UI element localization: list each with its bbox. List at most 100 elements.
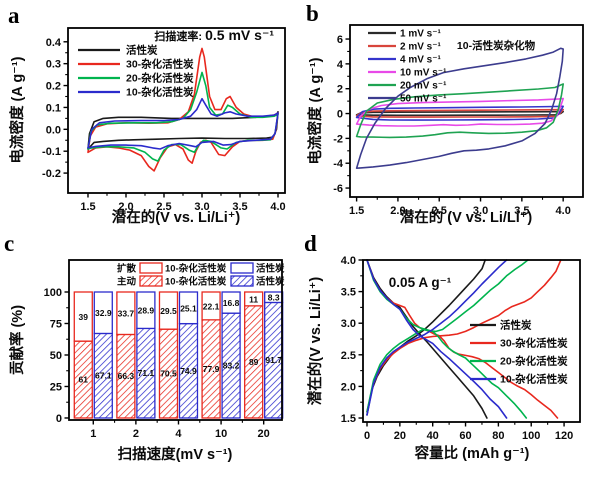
svg-text:120: 120	[555, 430, 573, 442]
panel-b: 1.5 2.0 2.5 3.0 3.5 4.0 -6 -4 -2 0 2 4 6 潜在的 (V vs. L…	[300, 0, 600, 230]
svg-text:活性炭: 活性炭	[126, 44, 158, 57]
svg-text:100: 100	[44, 287, 62, 299]
svg-text:扩散: 扩散	[117, 263, 137, 275]
svg-text:扫描速度(mV s⁻¹): 扫描速度(mV s⁻¹)	[118, 445, 233, 463]
svg-text:4: 4	[337, 59, 344, 71]
svg-text:77.9: 77.9	[203, 364, 220, 374]
panel-c-label: c	[4, 231, 15, 256]
svg-text:容量比 (mAh g⁻¹): 容量比 (mAh g⁻¹)	[414, 444, 530, 462]
svg-text:30-杂化活性炭: 30-杂化活性炭	[126, 58, 194, 71]
svg-text:2.0: 2.0	[390, 205, 405, 217]
svg-text:0.1: 0.1	[46, 102, 61, 114]
svg-text:0.0: 0.0	[46, 124, 61, 136]
svg-text:-2: -2	[333, 133, 343, 145]
svg-text:活性炭: 活性炭	[500, 319, 532, 332]
svg-text:贡献率 (%): 贡献率 (%)	[8, 305, 26, 375]
svg-text:2: 2	[337, 84, 343, 96]
svg-text:10-杂化活性炭: 10-杂化活性炭	[500, 373, 568, 386]
svg-text:0.4: 0.4	[46, 37, 62, 49]
panel-b-chart: 1.5 2.0 2.5 3.0 3.5 4.0 -6 -4 -2 0 2 4 6 潜在的 (V vs. L…	[306, 24, 584, 226]
svg-text:60: 60	[459, 430, 471, 442]
svg-text:0.2: 0.2	[46, 81, 61, 93]
svg-text:89: 89	[249, 357, 259, 367]
svg-text:4.0: 4.0	[341, 255, 356, 267]
panel-a-label: a	[8, 3, 20, 28]
svg-text:电流密度 (A g⁻¹): 电流密度 (A g⁻¹)	[8, 56, 26, 163]
svg-text:71.1: 71.1	[138, 368, 155, 378]
panel-c-chart: 61 39 66.3 33.7 70.5 29.5 77.9 22.1 89 11 67.1 32.9…	[8, 259, 285, 463]
svg-text:32.9: 32.9	[95, 308, 112, 318]
svg-text:2.5: 2.5	[156, 201, 171, 213]
svg-text:50 mV s⁻¹: 50 mV s⁻¹	[400, 94, 447, 105]
svg-text:3.5: 3.5	[514, 205, 529, 217]
svg-text:39: 39	[79, 312, 89, 322]
svg-text:10-杂化活性炭: 10-杂化活性炭	[165, 276, 227, 288]
svg-text:3.5: 3.5	[232, 201, 247, 213]
svg-text:潜在的 (V vs. Li/Li⁺): 潜在的 (V vs. Li/Li⁺)	[400, 208, 533, 226]
svg-text:83.2: 83.2	[223, 361, 240, 371]
panel-d: 0 20 40 60 80 100 120 1.5 2.0 2.5 3.0 3.5 4.0 容量比 (mA…	[300, 230, 600, 481]
svg-text:20-杂化活性炭: 20-杂化活性炭	[126, 72, 194, 85]
panel-b-label: b	[306, 1, 319, 26]
svg-text:4.0: 4.0	[270, 201, 285, 213]
svg-text:1.5: 1.5	[341, 413, 356, 425]
svg-text:20 mV s⁻¹: 20 mV s⁻¹	[400, 81, 447, 92]
svg-text:75: 75	[50, 318, 62, 330]
svg-text:66.3: 66.3	[118, 371, 135, 381]
svg-text:2 mV s⁻¹: 2 mV s⁻¹	[400, 42, 442, 53]
svg-text:29.5: 29.5	[160, 306, 177, 316]
svg-text:扫描速率: 0.5 mV s⁻¹: 扫描速率: 0.5 mV s⁻¹	[154, 27, 274, 43]
svg-text:20-杂化活性炭: 20-杂化活性炭	[500, 355, 568, 368]
svg-text:0.05 A g⁻¹: 0.05 A g⁻¹	[389, 275, 452, 290]
svg-text:-6: -6	[333, 183, 343, 195]
svg-text:1 mV s⁻¹: 1 mV s⁻¹	[400, 29, 442, 40]
svg-text:活性炭: 活性炭	[256, 263, 285, 275]
svg-text:16.8: 16.8	[223, 298, 240, 308]
svg-text:91.7: 91.7	[265, 355, 282, 365]
svg-text:10 mV s⁻¹: 10 mV s⁻¹	[400, 68, 447, 79]
svg-text:40: 40	[427, 430, 439, 442]
svg-text:80: 80	[492, 430, 504, 442]
svg-text:2.5: 2.5	[432, 205, 447, 217]
svg-text:0.3: 0.3	[46, 59, 61, 71]
svg-text:61: 61	[79, 375, 89, 385]
svg-text:10-杂化活性炭: 10-杂化活性炭	[165, 263, 227, 275]
svg-text:电流密度 (A g⁻¹): 电流密度 (A g⁻¹)	[306, 57, 324, 164]
svg-text:活性炭: 活性炭	[256, 276, 285, 288]
svg-text:8.3: 8.3	[268, 293, 280, 303]
svg-text:70.5: 70.5	[160, 369, 177, 379]
svg-text:6: 6	[337, 34, 343, 46]
svg-text:0: 0	[337, 109, 343, 121]
panel-a-chart: 1.5 2.0 2.5 3.0 3.5 4.0 -0.2 -0.1 0.0 0.1 0.2 0.3 0.…	[8, 27, 286, 226]
svg-text:-0.1: -0.1	[42, 146, 61, 158]
svg-text:4: 4	[175, 428, 182, 440]
svg-text:20: 20	[258, 428, 270, 440]
svg-text:30-杂化活性炭: 30-杂化活性炭	[500, 337, 568, 350]
svg-text:67.1: 67.1	[95, 371, 112, 381]
svg-text:3.0: 3.0	[194, 201, 209, 213]
svg-text:2.0: 2.0	[341, 381, 356, 393]
svg-text:2.5: 2.5	[341, 350, 356, 362]
svg-text:0: 0	[364, 430, 370, 442]
svg-text:1.5: 1.5	[80, 201, 95, 213]
svg-text:11: 11	[249, 294, 258, 304]
svg-text:20: 20	[394, 430, 406, 442]
svg-text:4.0: 4.0	[556, 205, 571, 217]
svg-text:25: 25	[50, 381, 62, 393]
svg-text:3.0: 3.0	[473, 205, 488, 217]
svg-text:10: 10	[215, 428, 227, 440]
svg-text:主动: 主动	[117, 276, 137, 288]
svg-text:3.0: 3.0	[341, 318, 356, 330]
svg-text:100: 100	[522, 430, 540, 442]
svg-text:50: 50	[50, 350, 62, 362]
svg-text:-0.2: -0.2	[42, 168, 61, 180]
svg-text:潜在的(V vs. Li/Li⁺): 潜在的(V vs. Li/Li⁺)	[306, 277, 324, 406]
svg-text:10-活性炭杂化物: 10-活性炭杂化物	[457, 39, 536, 52]
svg-text:2.0: 2.0	[118, 201, 133, 213]
svg-text:74.9: 74.9	[180, 366, 197, 376]
svg-text:28.9: 28.9	[138, 306, 155, 316]
svg-text:-4: -4	[333, 158, 344, 170]
svg-text:1: 1	[90, 428, 96, 440]
svg-text:25.1: 25.1	[180, 303, 197, 313]
